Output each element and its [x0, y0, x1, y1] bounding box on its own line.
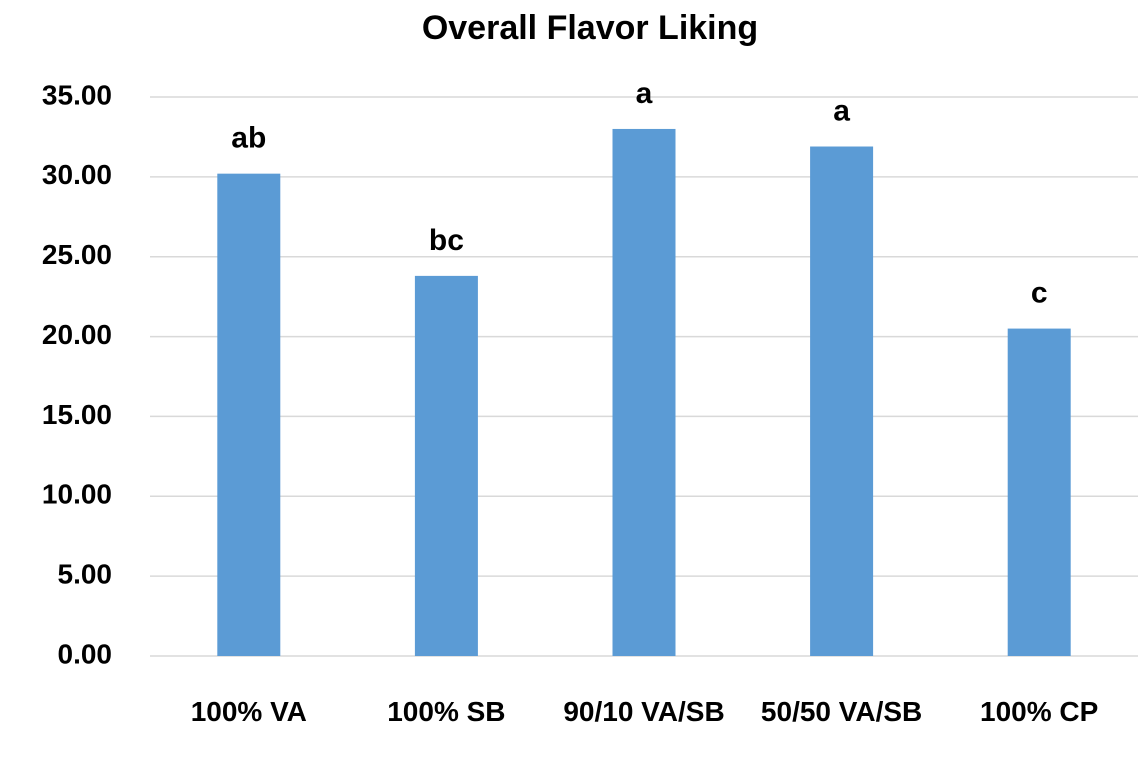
y-tick-label: 5.00	[58, 559, 113, 590]
chart-title: Overall Flavor Liking	[422, 9, 758, 47]
bar	[612, 128, 676, 656]
y-tick-label: 0.00	[58, 638, 113, 669]
annotation: c	[1031, 277, 1048, 310]
bar	[414, 275, 478, 656]
x-tick-label: 100% CP	[980, 696, 1099, 727]
x-tick-label: 50/50 VA/SB	[760, 696, 923, 727]
y-tick-label: 35.00	[42, 79, 112, 110]
annotation: bc	[429, 224, 464, 257]
y-tick-label: 15.00	[42, 399, 112, 430]
annotation: a	[636, 77, 653, 110]
x-tick-label: 90/10 VA/SB	[563, 696, 725, 727]
y-tick-label: 25.00	[42, 239, 112, 270]
y-tick-label: 20.00	[42, 319, 112, 350]
annotation: a	[833, 94, 850, 127]
x-tick-label: 100% SB	[387, 696, 506, 727]
x-tick-label: 100% VA	[190, 696, 307, 727]
y-tick-label: 10.00	[42, 479, 112, 510]
annotation: ab	[231, 122, 266, 155]
bar	[1007, 328, 1071, 656]
bar	[810, 146, 874, 657]
y-tick-label: 30.00	[42, 159, 112, 190]
bar	[217, 173, 281, 657]
